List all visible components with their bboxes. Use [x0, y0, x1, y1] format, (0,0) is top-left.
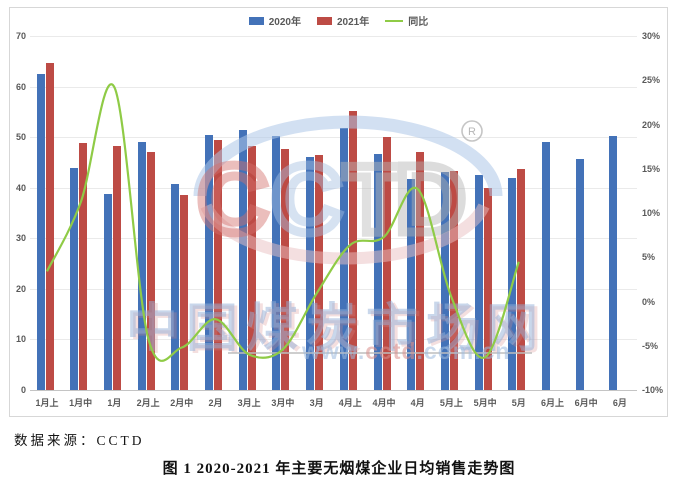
legend-label: 同比: [408, 17, 429, 28]
legend-item-2020年: 2020年: [248, 13, 301, 28]
legend-label: 2020年: [268, 17, 301, 28]
data-source-note: 数据来源：CCTD: [14, 433, 145, 448]
figure-caption: 图 1 2020-2021 年主要无烟煤企业日均销售走势图: [162, 461, 516, 477]
url-part-www: www.: [302, 338, 366, 364]
legend-item-同比: 同比: [385, 13, 428, 28]
legend-swatch-line: [385, 19, 404, 22]
legend-swatch-bar: [248, 16, 264, 25]
url-part-domain: .com.cn: [416, 338, 511, 364]
watermark-site-url: www.cctd.com.cn: [302, 338, 510, 365]
legend-label: 2021年: [337, 17, 370, 28]
legend-swatch-bar: [317, 16, 332, 25]
legend-item-2021年: 2021年: [317, 13, 369, 28]
chart-legend: 2020年 2021年 同比: [9, 13, 668, 28]
url-part-cctd: cctd: [365, 338, 417, 364]
